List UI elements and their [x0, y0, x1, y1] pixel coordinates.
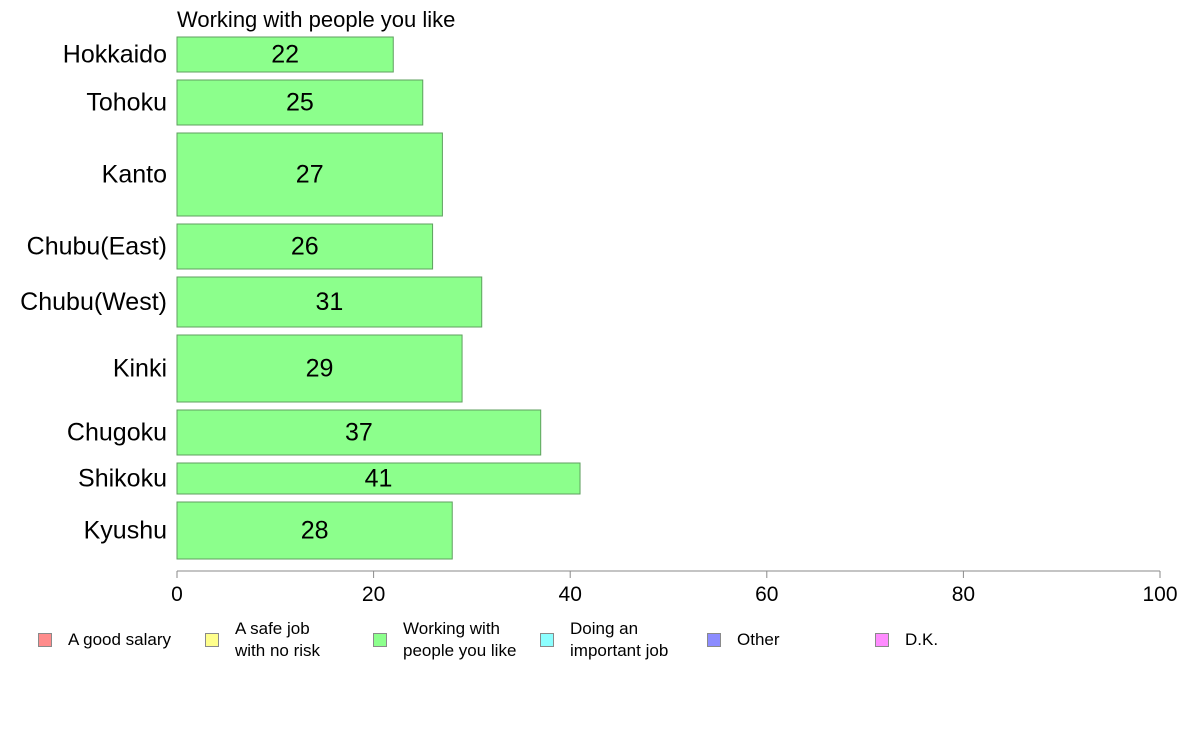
bar-chubu-east: [176, 223, 434, 270]
bar-value-label: 41: [365, 465, 393, 493]
bar-chugoku: [176, 409, 542, 456]
bar-hokkaido: [176, 36, 394, 73]
category-label: Chubu(East): [27, 233, 167, 261]
category-label: Shikoku: [78, 465, 167, 493]
bar-value-label: 37: [345, 419, 373, 447]
legend-swatch: [707, 633, 721, 647]
bar-value-label: 26: [291, 233, 319, 261]
bar-value-label: 25: [286, 89, 314, 117]
legend: A good salary A safe job with no risk Work…: [38, 618, 1138, 678]
category-label: Chugoku: [67, 419, 167, 447]
legend-label: Other: [737, 630, 780, 649]
legend-swatch: [205, 633, 219, 647]
legend-label: Doing an important job: [570, 619, 669, 660]
legend-item: Other: [707, 629, 780, 651]
bar-value-label: 28: [301, 517, 329, 545]
legend-item: Working with people you like: [373, 618, 516, 662]
legend-swatch: [540, 633, 554, 647]
legend-swatch: [373, 633, 387, 647]
x-tick-label: 100: [1142, 583, 1177, 606]
legend-label: A safe job with no risk: [235, 619, 321, 660]
x-tick-label: 20: [362, 583, 385, 606]
x-tick-label: 40: [559, 583, 582, 606]
chart-title: Working with people you like: [177, 7, 455, 32]
legend-swatch: [38, 633, 52, 647]
legend-item: Doing an important job: [540, 618, 668, 662]
category-label: Tohoku: [86, 89, 167, 117]
category-label: Chubu(West): [20, 288, 167, 316]
bar-chubu-west: [176, 276, 483, 328]
bar-value-label: 31: [315, 288, 343, 316]
bar-kinki: [176, 334, 463, 403]
bars-group: Hokkaido 22 Tohoku 25 Kanto 27 Chubu(East) 26 Ch…: [20, 36, 581, 560]
category-label: Kyushu: [84, 517, 167, 545]
x-axis: 0 20 40 60 80 100: [171, 570, 1178, 606]
legend-label: A good salary: [68, 630, 172, 649]
bar-value-label: 29: [306, 355, 334, 383]
bar-value-label: 27: [296, 161, 324, 189]
legend-item: A safe job with no risk: [205, 618, 320, 662]
category-label: Kinki: [113, 355, 167, 383]
legend-swatch: [875, 633, 889, 647]
bar-shikoku: [176, 462, 581, 495]
bar-kanto: [176, 132, 443, 217]
legend-label: Working with people you like: [403, 619, 517, 660]
legend-label: D.K.: [905, 630, 939, 649]
x-tick-label: 60: [755, 583, 778, 606]
x-tick-label: 0: [171, 583, 183, 606]
bar-tohoku: [176, 79, 424, 126]
x-tick-label: 80: [952, 583, 975, 606]
bar-kyushu: [176, 501, 453, 560]
category-label: Kanto: [102, 161, 167, 189]
bar-value-label: 22: [271, 41, 299, 69]
legend-item: A good salary: [38, 629, 171, 651]
legend-item: D.K.: [875, 629, 938, 651]
category-label: Hokkaido: [63, 41, 167, 69]
